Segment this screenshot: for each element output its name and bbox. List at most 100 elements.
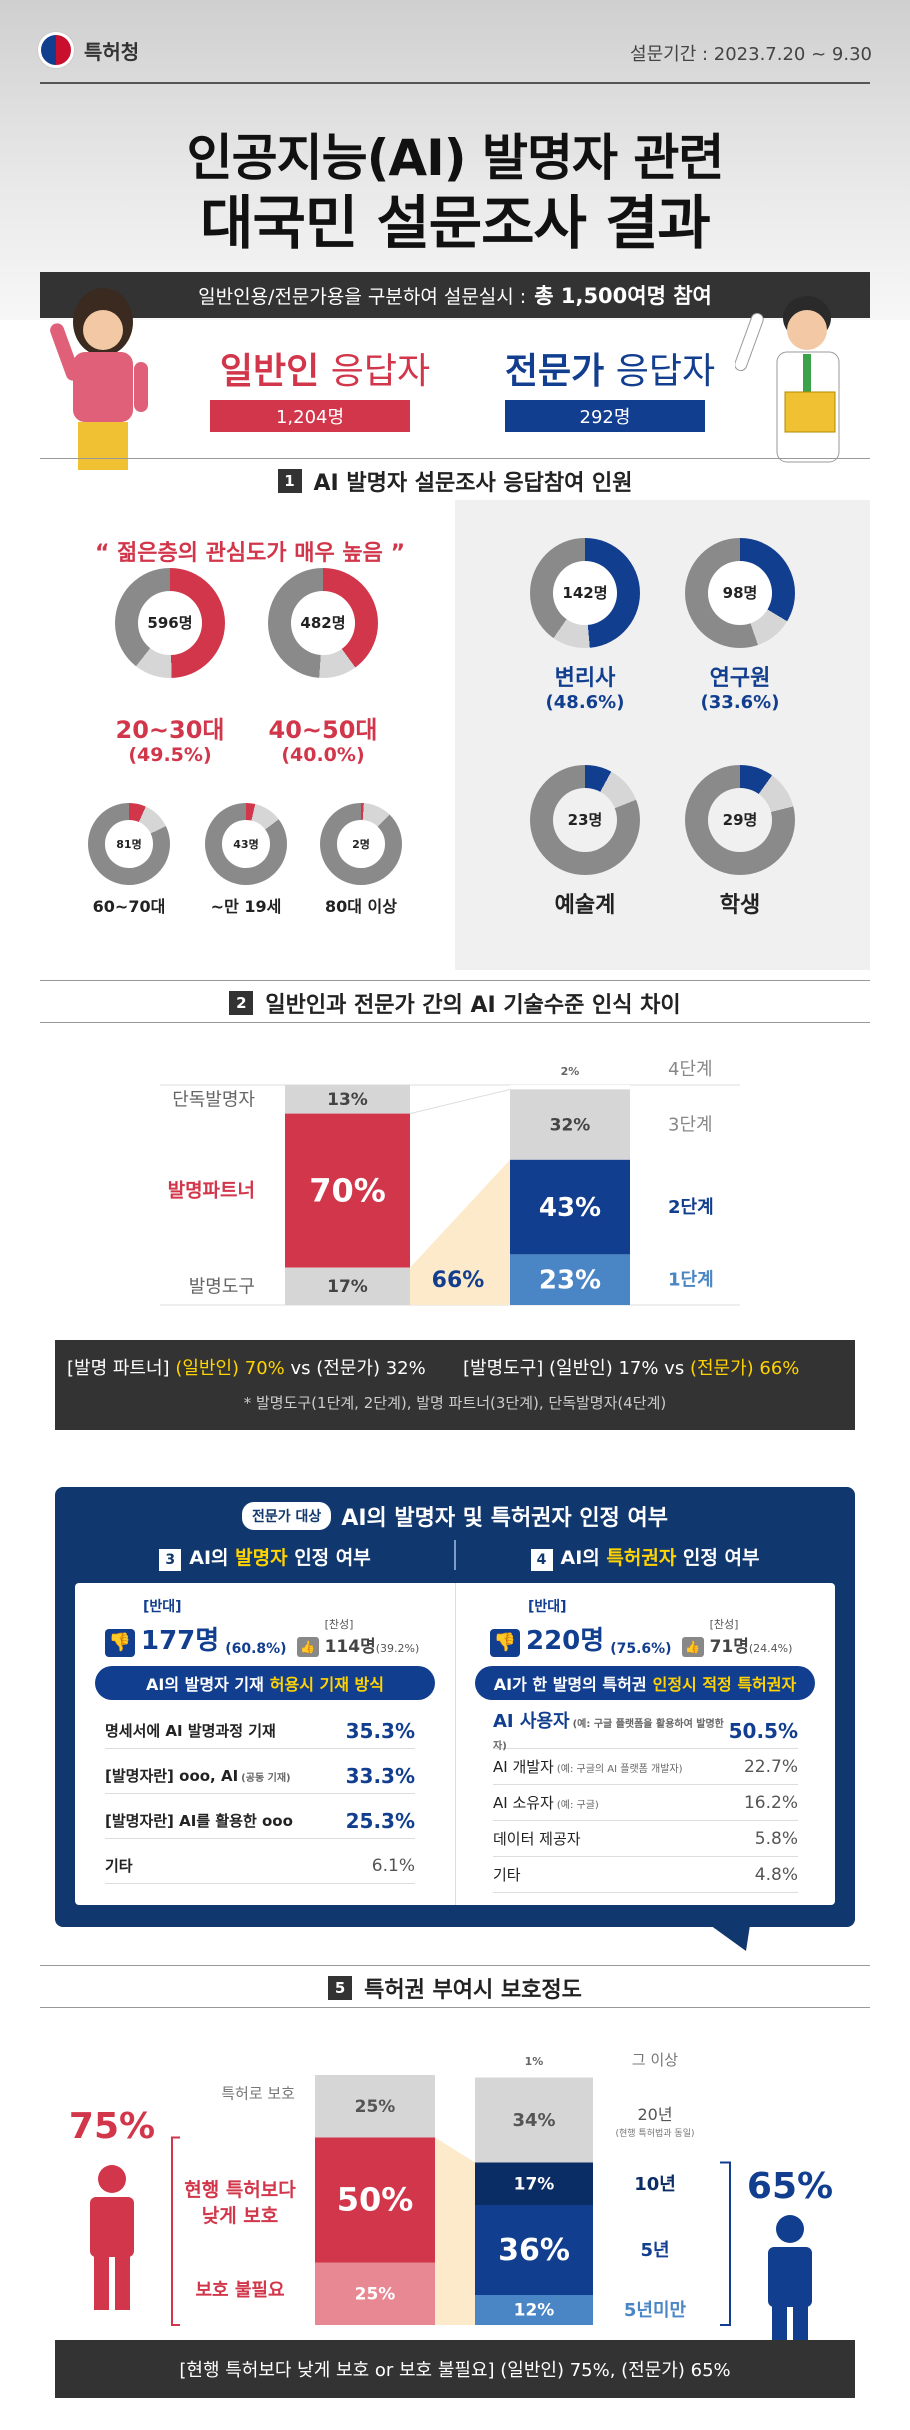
protect-right-label: 그 이상 (632, 2051, 678, 2069)
general-respondent-title: 일반인 응답자 (195, 342, 455, 394)
kipo-logo: 특허청 (38, 32, 139, 68)
section2-footnote: * 발명도구(1단계, 2단계), 발명 파트너(3단계), 단독발명자(4단계… (55, 1392, 855, 1413)
general-protect-label: 25% (355, 2097, 396, 2117)
q4-bar-a: AI가 한 발명의 특허권 (494, 1671, 647, 1695)
general-count-badge: 1,204명 (210, 400, 410, 432)
ranking-pct: 6.1% (372, 1856, 415, 1876)
section2-note-box: [발명 파트너] (일반인) 70% vs (전문가) 32% [발명도구] (… (55, 1340, 855, 1430)
q4-title-c: 인정 여부 (676, 1547, 759, 1569)
researcher-label: 연구원 (665, 660, 815, 692)
age-20-30-value: 596명 (138, 591, 202, 655)
ranking-row: AI 소유자(예: 구글)16.2% (493, 1785, 798, 1821)
ranking-label: 데이터 제공자 (493, 1828, 581, 1849)
ranking-label: AI 소유자(예: 구글) (493, 1792, 599, 1813)
ranking-row: [발명자란] ooo, AI(공동 기재)33.3% (105, 1758, 415, 1794)
expert-person-icon-body (768, 2247, 812, 2307)
stage-label: 1단계 (668, 1270, 714, 1291)
expert-title-bold: 전문가 (505, 351, 604, 392)
age-20-30-pct: (49.5%) (95, 744, 245, 766)
general-bar-label: 70% (309, 1171, 386, 1209)
ranking-row: AI 사용자(예: 구글 플랫폼을 활용하여 발명한 자)50.5% (493, 1713, 798, 1749)
ranking-label: [발명자란] AI를 활용한 ooo (105, 1810, 293, 1831)
org-name: 특허청 (84, 36, 139, 65)
taegeuk-icon (38, 32, 74, 68)
thumbs-down-icon: 👎 (490, 1629, 520, 1657)
protect-left-label: 낮게 보호 (202, 2205, 279, 2227)
note-tool-b: (전문가) 66% (690, 1358, 799, 1379)
q4-agree-label: [찬성] (710, 1616, 793, 1632)
age-under-19-value: 43명 (222, 820, 270, 868)
section2-line-top (40, 980, 870, 981)
general-total: 75% (69, 2106, 155, 2147)
section2-title: 일반인과 전문가 간의 AI 기술수준 인식 차이 (265, 987, 680, 1019)
expert-bar-label: 32% (550, 1115, 591, 1135)
thumbs-down-icon: 👎 (105, 1629, 135, 1657)
expert-bar-segment (510, 1085, 630, 1089)
general-bar-label: 17% (327, 1277, 368, 1297)
note-tool: [발명도구] (일반인) 17% vs (전문가) 66% (463, 1354, 799, 1380)
patent-attorney-pct: (48.6%) (510, 692, 660, 713)
ranking-row: 기타 4.8% (493, 1857, 798, 1893)
ranking-row: AI 개발자(예: 구글의 AI 플랫폼 개발자)22.7% (493, 1749, 798, 1785)
partner-connector (410, 1089, 510, 1113)
ranking-pct: 4.8% (755, 1865, 798, 1885)
note-partner: [발명 파트너] (일반인) 70% vs (전문가) 32% (67, 1354, 426, 1380)
thumbs-up-icon: 👍 (297, 1637, 319, 1657)
expert-bracket (720, 2163, 730, 2326)
protect-connector (435, 2138, 475, 2326)
section2-heading: 2 일반인과 전문가 간의 AI 기술수준 인식 차이 (0, 986, 910, 1020)
protect-right-label: 5년미만 (624, 2300, 687, 2321)
section5-heading: 5 특허권 부여시 보호정도 (0, 1971, 910, 2005)
student-value: 29명 (708, 788, 772, 852)
ranking-row: 데이터 제공자5.8% (493, 1821, 798, 1857)
q3-agree-value: 114명 (325, 1637, 376, 1657)
stage-label: 4단계 (668, 1059, 713, 1080)
section1-number: 1 (278, 469, 302, 493)
expert-protect-label: 36% (498, 2233, 570, 2268)
section2-number: 2 (229, 991, 253, 1015)
ranking-label: 기타 (105, 1855, 133, 1876)
ranking-label: AI 개발자(예: 구글의 AI 플랫폼 개발자) (493, 1756, 683, 1777)
q3-heading: 3AI의 발명자 인정 여부 (75, 1543, 455, 1571)
ai-level-chart: 13%70%17%2%32%43%23%66%단독발명자발명파트너발명도구4단계… (0, 1040, 910, 1320)
q4-vote: [반대] 👎 220명 (75.6%) 👍 [찬성] 71명(24.4%) (490, 1596, 792, 1657)
expert-bar-label: 23% (539, 1265, 601, 1295)
ranking-label: 기타 (493, 1864, 521, 1885)
woman-illustration-icon (38, 282, 168, 472)
protect-left-label: 현행 특허보다 (184, 2179, 296, 2201)
age-20-30-label: 20~30대 (95, 710, 245, 745)
expert-person-icon-leg (772, 2305, 787, 2340)
age-60-70-value: 81명 (105, 820, 153, 868)
general-protect-label: 50% (337, 2181, 414, 2219)
age-40-50-label: 40~50대 (248, 710, 398, 745)
section2-line-bottom (40, 1022, 870, 1023)
q3-bar-b: 허용시 기재 방식 (270, 1671, 384, 1695)
ranking-sublabel: (예: 구글) (557, 1800, 599, 1811)
artist-value: 23명 (553, 788, 617, 852)
card-pointer (710, 1925, 750, 1953)
expert-protect-label: 17% (514, 2174, 555, 2194)
expert-title-rest: 응답자 (604, 351, 715, 392)
expert-protect-label: 1% (525, 2055, 544, 2068)
note-partner-b: (일반인) 70% (175, 1358, 284, 1379)
note-partner-a: [발명 파트너] (67, 1358, 170, 1379)
expert-bar-label: 43% (539, 1193, 601, 1223)
summary-prefix: 일반인용/전문가용을 구분하여 설문실시 : (198, 282, 526, 309)
q3-title-c: 인정 여부 (288, 1547, 371, 1569)
section5-number: 5 (328, 1976, 352, 2000)
level-label: 단독발명자 (172, 1089, 255, 1110)
q3-title-b: 발명자 (235, 1547, 287, 1569)
ranking-label: [발명자란] ooo, AI(공동 기재) (105, 1765, 291, 1786)
protect-right-label: 10년 (634, 2174, 676, 2195)
q3-agree-label: [찬성] (325, 1616, 420, 1632)
ranking-sublabel: (공동 기재) (241, 1773, 290, 1784)
level-label: 발명파트너 (168, 1180, 255, 1202)
patent-attorney-label: 변리사 (510, 660, 660, 692)
age-80-plus-label: 80대 이상 (290, 893, 432, 917)
general-title-rest: 응답자 (319, 351, 430, 392)
q4-oppose-label: [반대] (528, 1596, 792, 1616)
q3-agree-pct: (39.2%) (376, 1642, 420, 1655)
protect-right-label: 5년 (640, 2240, 669, 2261)
ranking-label: AI 사용자(예: 구글 플랫폼을 활용하여 발명한 자) (493, 1707, 729, 1754)
